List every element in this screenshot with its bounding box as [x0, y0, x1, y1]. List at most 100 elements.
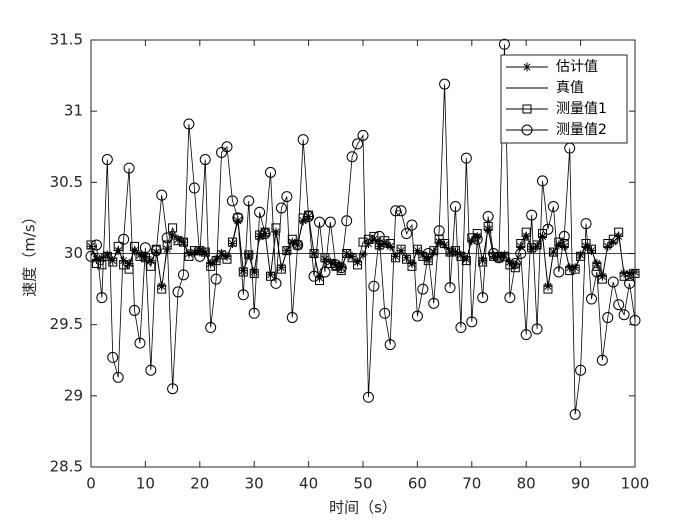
marker — [168, 230, 178, 240]
marker — [244, 250, 254, 260]
marker — [613, 299, 625, 311]
marker — [243, 195, 255, 207]
marker — [313, 216, 325, 228]
marker — [238, 267, 248, 277]
marker — [395, 205, 407, 217]
marker — [336, 263, 346, 273]
marker — [422, 248, 434, 259]
marker — [113, 241, 123, 251]
marker — [504, 292, 516, 304]
marker — [531, 323, 543, 335]
marker — [538, 231, 548, 241]
marker — [168, 223, 178, 233]
marker — [325, 257, 335, 267]
marker — [401, 228, 413, 240]
marker — [162, 240, 172, 250]
marker — [417, 283, 429, 295]
marker — [543, 284, 553, 294]
marker — [244, 250, 254, 260]
series-line — [90, 44, 636, 415]
marker — [499, 250, 509, 260]
marker — [478, 256, 488, 266]
marker — [347, 251, 357, 261]
marker — [194, 250, 206, 262]
marker — [440, 239, 450, 249]
marker — [450, 247, 460, 257]
marker — [411, 310, 423, 322]
marker — [449, 201, 461, 213]
marker — [352, 138, 364, 150]
marker — [275, 202, 287, 214]
marker — [418, 250, 428, 260]
marker — [559, 241, 569, 251]
legend-marker — [521, 124, 533, 136]
marker — [429, 246, 439, 256]
marker — [308, 270, 320, 282]
x-tick-label: 20 — [190, 475, 209, 493]
marker — [200, 247, 210, 257]
marker — [478, 257, 488, 267]
marker — [581, 239, 591, 249]
marker — [298, 213, 308, 223]
marker — [108, 256, 118, 266]
marker — [151, 247, 161, 257]
marker — [178, 237, 188, 247]
marker — [542, 223, 554, 235]
marker — [146, 256, 156, 266]
marker — [331, 260, 341, 270]
marker — [423, 256, 433, 266]
marker — [199, 154, 211, 166]
marker — [603, 241, 613, 251]
marker — [107, 351, 119, 363]
marker — [134, 337, 146, 349]
marker — [282, 246, 292, 256]
x-tick-label: 40 — [299, 475, 318, 493]
marker — [466, 316, 478, 328]
marker — [565, 266, 575, 276]
marker — [505, 260, 515, 270]
marker — [293, 240, 303, 250]
marker — [391, 253, 401, 263]
legend-marker — [522, 104, 532, 114]
marker — [286, 312, 298, 324]
marker — [379, 307, 391, 319]
marker — [314, 273, 324, 283]
marker — [266, 270, 276, 280]
legend-label: 测量值1 — [556, 101, 607, 117]
marker — [292, 239, 304, 251]
marker — [96, 292, 108, 304]
marker — [324, 216, 336, 228]
marker — [189, 247, 199, 257]
marker — [402, 253, 412, 263]
marker — [527, 243, 537, 253]
marker — [433, 225, 445, 237]
marker — [434, 237, 444, 247]
x-tick-label: 30 — [245, 475, 264, 493]
marker — [467, 236, 477, 246]
marker — [461, 254, 471, 264]
marker — [597, 271, 607, 281]
marker — [139, 242, 151, 254]
marker — [157, 284, 167, 294]
marker — [440, 240, 450, 250]
marker — [527, 244, 537, 254]
marker — [625, 268, 635, 278]
marker — [353, 257, 363, 267]
marker — [483, 224, 493, 234]
marker — [396, 246, 406, 256]
marker — [384, 339, 396, 351]
marker — [586, 244, 596, 254]
marker — [342, 249, 352, 258]
marker — [183, 118, 195, 130]
marker — [380, 239, 390, 249]
marker — [248, 307, 260, 319]
y-tick-label: 31.5 — [50, 31, 83, 49]
marker — [157, 281, 167, 291]
marker — [477, 292, 489, 304]
marker — [505, 257, 515, 267]
marker — [226, 195, 238, 207]
marker — [358, 250, 368, 260]
marker — [494, 251, 504, 261]
marker — [233, 216, 243, 226]
marker — [581, 241, 591, 251]
